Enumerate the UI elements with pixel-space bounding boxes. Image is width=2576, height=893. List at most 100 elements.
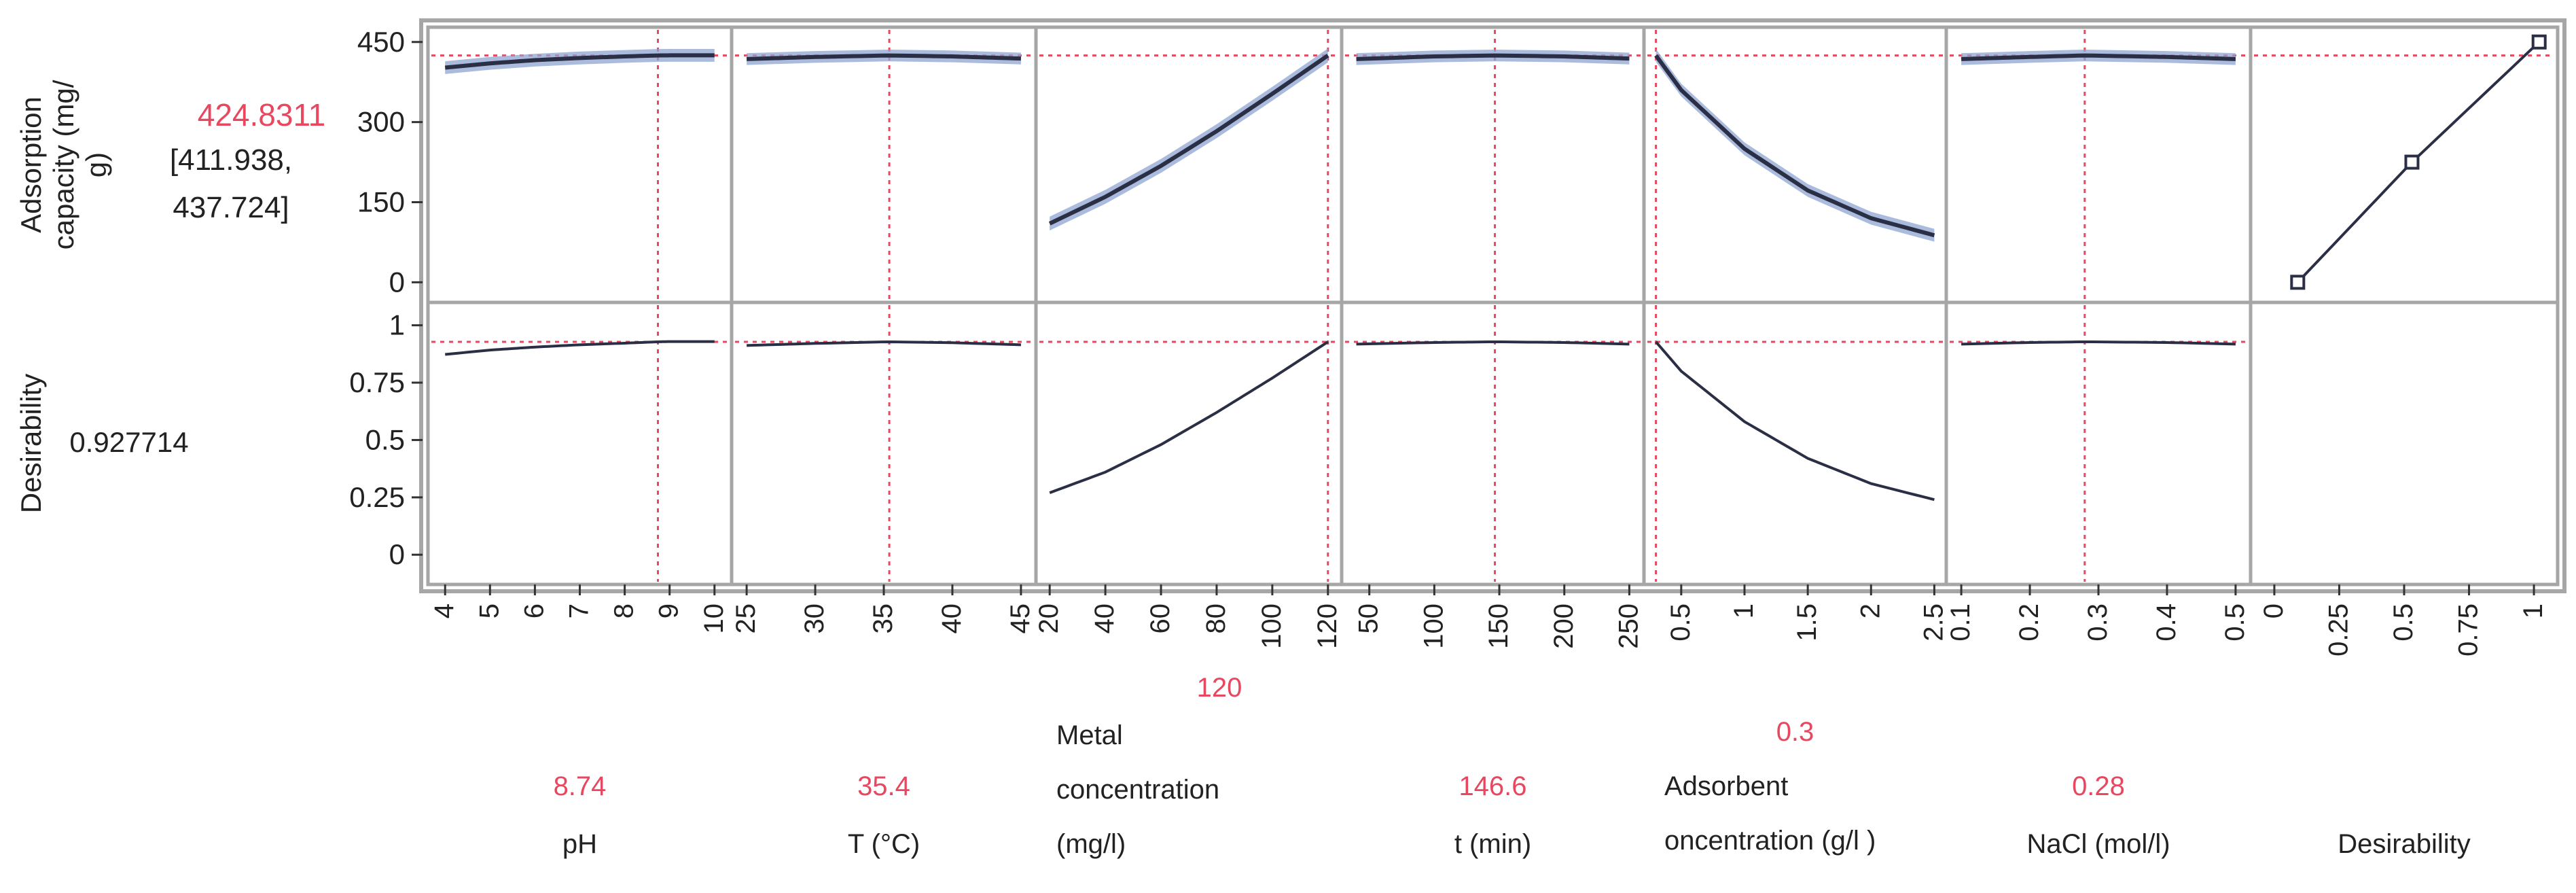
x-tick-label: 1 — [2518, 603, 2548, 618]
cell-border — [1944, 25, 2253, 304]
cell-adsorption-6 — [2249, 25, 2560, 304]
response-label-line: Desirability — [15, 374, 47, 513]
factor-name: (mg/l) — [1056, 829, 1126, 859]
profile-curve — [444, 53, 715, 70]
x-tick-label: 0 — [2259, 603, 2289, 618]
y-tick-label: 300 — [357, 106, 405, 138]
factor-name: Desirability — [2338, 829, 2471, 859]
cell-desirability-1 — [730, 300, 1038, 586]
profile-curve — [445, 340, 715, 356]
x-axis-6: 0 0.25 0.5 0.75 1 — [2259, 584, 2548, 656]
cell-desirability-5 — [1944, 300, 2253, 586]
profile-curve — [1961, 53, 2236, 61]
profile-curve — [1655, 340, 1935, 502]
factor-current-value: 120 — [1197, 673, 1242, 703]
x-tick-label: 0.5 — [2389, 603, 2418, 642]
x-axis-3: 50 100 150 200 250 — [1354, 584, 1643, 649]
x-tick-label: 1.5 — [1792, 603, 1822, 642]
x-tick-label: 2 — [1855, 603, 1885, 618]
x-tick-label: 0.75 — [2454, 603, 2484, 656]
cell-border — [2249, 300, 2560, 586]
x-tick-label: 9 — [654, 603, 684, 618]
x-tick-label: 60 — [1145, 603, 1175, 634]
x-tick-label: 30 — [800, 603, 829, 634]
factor-name: NaCl (mol/l) — [2026, 829, 2170, 859]
x-tick-label: 100 — [1418, 603, 1448, 649]
x-tick-label: 7 — [565, 603, 594, 618]
cell-adsorption-4 — [1642, 25, 1948, 304]
y-tick-label: 0.75 — [349, 366, 405, 398]
response-label-line: g) — [80, 152, 112, 177]
factor-current-value: 0.3 — [1776, 717, 1814, 747]
x-tick-label: 35 — [868, 603, 898, 634]
cell-adsorption-2 — [1034, 25, 1344, 304]
x-tick-label: 200 — [1549, 603, 1579, 649]
profile-curve — [1049, 340, 1329, 494]
response-ci: 437.724] — [173, 191, 289, 224]
cell-desirability-2 — [1034, 300, 1344, 586]
profile-curve — [747, 53, 1021, 61]
cell-border — [426, 25, 734, 304]
response-ci: [411.938, — [170, 143, 292, 177]
confidence-band — [1656, 49, 1935, 242]
y-tick-label: 0.5 — [365, 423, 405, 455]
cell-adsorption-3 — [1340, 25, 1646, 304]
factor-name: t (min) — [1454, 829, 1531, 859]
response-label-line: Adsorption — [15, 97, 47, 233]
cell-desirability-3 — [1340, 300, 1646, 586]
x-tick-label: 20 — [1034, 603, 1064, 634]
cell-border — [1642, 300, 1948, 586]
cell-border — [730, 25, 1038, 304]
factor-name: concentration — [1056, 775, 1219, 805]
cell-border — [1034, 300, 1344, 586]
cell-adsorption-0 — [426, 25, 734, 304]
x-axis-1: 25 30 35 40 45 — [731, 584, 1035, 634]
x-tick-label: 6 — [519, 603, 549, 618]
x-tick-label: 8 — [609, 603, 639, 618]
x-axis-2: 20 40 60 80 100 120 — [1034, 584, 1342, 649]
factor-name: Metal — [1056, 720, 1123, 750]
confidence-band — [1050, 48, 1328, 231]
x-tick-label: 1 — [1729, 603, 1759, 618]
x-tick-label: 10 — [699, 603, 729, 634]
response-value: 424.8311 — [198, 97, 325, 133]
x-tick-label: 120 — [1312, 603, 1342, 649]
y-axis-desirability: 0 0.25 0.5 0.75 1 — [349, 309, 423, 570]
x-tick-label: 0.5 — [1666, 603, 1696, 642]
x-tick-label: 0.2 — [2014, 603, 2044, 642]
profile-curve — [747, 340, 1021, 347]
factor-current-value: 146.6 — [1459, 771, 1526, 801]
x-tick-label: 5 — [474, 603, 504, 618]
x-tick-label: 50 — [1354, 603, 1384, 634]
x-tick-label: 40 — [1090, 603, 1120, 634]
x-tick-label: 0.3 — [2083, 603, 2113, 642]
profile-curve — [1356, 340, 1630, 346]
cell-desirability-0 — [426, 300, 734, 586]
response-label: Desirability — [15, 374, 47, 513]
factor-current-value: 35.4 — [857, 771, 910, 801]
x-tick-label: 2.5 — [1918, 603, 1948, 642]
factor-name: pH — [562, 829, 597, 859]
x-axis-0: 4 5 6 7 8 9 10 — [429, 584, 729, 634]
y-tick-label: 150 — [357, 186, 405, 218]
factor-name: oncentration (g/l ) — [1664, 826, 1876, 856]
x-tick-label: 25 — [731, 603, 761, 634]
x-tick-label: 40 — [937, 603, 967, 634]
cell-desirability-6 — [2249, 300, 2560, 586]
profile-curve — [1961, 340, 2236, 346]
x-tick-label: 0.1 — [1946, 603, 1975, 642]
y-tick-label: 1 — [389, 309, 405, 341]
cell-desirability-4 — [1642, 300, 1948, 586]
x-tick-label: 0.25 — [2323, 603, 2353, 656]
x-axis-5: 0.1 0.2 0.3 0.4 0.5 — [1946, 584, 2250, 642]
x-tick-label: 250 — [1613, 603, 1643, 649]
profile-curve — [1654, 54, 1935, 238]
desirability-marker — [2290, 275, 2306, 290]
cell-border — [1642, 25, 1948, 304]
response-value: 0.927714 — [69, 426, 188, 458]
desirability-marker — [2404, 154, 2420, 170]
x-tick-label: 45 — [1005, 603, 1035, 634]
y-axis-adsorption: 0 150 300 450 — [357, 26, 423, 298]
x-tick-label: 80 — [1201, 603, 1231, 634]
